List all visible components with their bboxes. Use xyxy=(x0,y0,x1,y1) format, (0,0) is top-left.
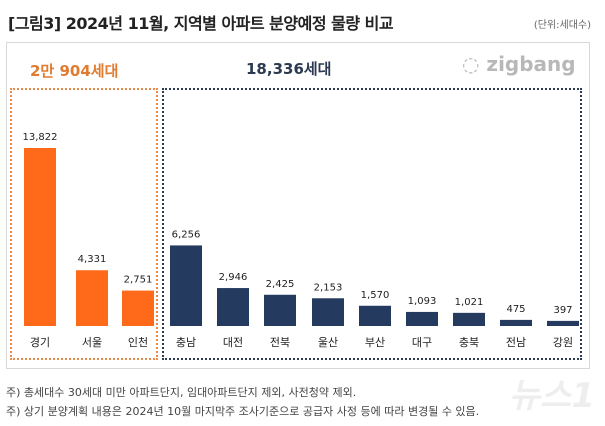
category-label: 서울 xyxy=(82,336,102,349)
other-total: 18,336세대 xyxy=(246,60,332,78)
note-2: 주) 상기 분양계획 내용은 2024년 10월 마지막주 조사기준으로 공급자… xyxy=(6,405,480,418)
category-label: 전남 xyxy=(506,336,526,349)
category-label: 인천 xyxy=(128,335,148,349)
logo-text: zigbang xyxy=(486,52,576,76)
bar-충북 xyxy=(453,312,485,326)
data-label: 2,153 xyxy=(314,282,343,293)
category-label: 대전 xyxy=(223,336,243,349)
bar-경기 xyxy=(24,148,56,326)
category-label: 울산 xyxy=(318,336,338,349)
bar-서울 xyxy=(76,270,108,326)
data-label: 1,021 xyxy=(455,297,484,308)
logo-icon: ◌ xyxy=(462,52,487,76)
data-label: 2,425 xyxy=(266,279,295,290)
bar-대구 xyxy=(406,311,438,326)
chart-title: [그림3] 2024년 11월, 지역별 아파트 분양예정 물량 비교 xyxy=(8,14,394,33)
data-label: 2,751 xyxy=(124,275,153,286)
other-group-box xyxy=(162,88,582,360)
capital-total: 2만 904세대 xyxy=(30,62,119,80)
unit-label: (단위:세대수) xyxy=(533,20,591,31)
data-label: 397 xyxy=(553,305,572,316)
data-label: 6,256 xyxy=(172,229,201,240)
bar-충남 xyxy=(170,245,202,326)
news1-watermark: 뉴스1 xyxy=(508,376,595,416)
zigbang-logo: ◌ zigbang xyxy=(462,52,576,76)
category-label: 강원 xyxy=(553,336,573,349)
bar-부산 xyxy=(359,305,391,326)
category-label: 충남 xyxy=(176,336,196,349)
data-label: 1,093 xyxy=(408,296,437,307)
bar-전북 xyxy=(264,294,296,326)
data-label: 475 xyxy=(506,304,525,315)
chart-panel xyxy=(6,42,590,369)
category-label: 대구 xyxy=(412,336,432,349)
data-label: 1,570 xyxy=(361,290,390,301)
bar-울산 xyxy=(312,298,344,326)
bar-대전 xyxy=(217,288,249,326)
bar-인천 xyxy=(122,290,154,326)
data-label: 13,822 xyxy=(23,132,58,143)
category-label: 부산 xyxy=(365,336,385,349)
data-label: 2,946 xyxy=(219,272,248,283)
bar-강원 xyxy=(547,320,579,326)
category-label: 전북 xyxy=(270,336,290,349)
bar-전남 xyxy=(500,319,532,326)
capital-group-box xyxy=(10,88,158,360)
category-label: 경기 xyxy=(30,336,50,349)
data-label: 4,331 xyxy=(78,254,107,265)
category-label: 충북 xyxy=(459,336,479,349)
note-1: 주) 총세대수 30세대 미만 아파트단지, 임대아파트단지 제외, 사전청약 … xyxy=(6,386,357,399)
